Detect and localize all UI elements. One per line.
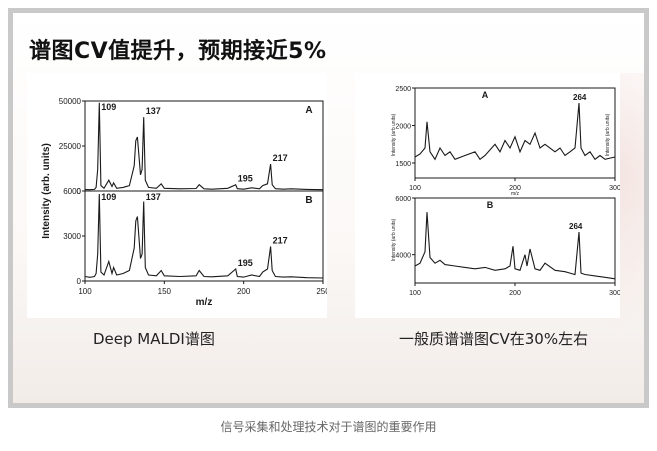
ordinary-b-y-axis-label: Intensity (arb units) — [391, 218, 397, 261]
ordinary-b-series-line — [414, 212, 616, 280]
ordinary-a-ytick-label: 2000 — [395, 124, 411, 131]
ordinary-b-group: 4000 6000 100 200 300 264 B — [395, 196, 621, 297]
deep-maldi-b-peak-label: 137 — [146, 192, 161, 202]
ordinary-b-xtick-label: 200 — [509, 290, 521, 297]
deep-maldi-y-axis-label: Intensity (arb. units) — [41, 143, 52, 239]
deep-maldi-a-axes-box — [84, 100, 324, 192]
ordinary-b-xtick-label: 300 — [609, 290, 620, 297]
ordinary-spectra-panel: 1500 2000 2500 100 200 300 264 A 4000 6000 100 200 3… — [355, 73, 621, 318]
caption-ordinary-spectra: 一般质谱谱图CV在30%左右 — [399, 330, 589, 348]
slide-title: 谱图CV值提升，预期接近5% — [29, 39, 327, 64]
ordinary-a-ytick-label: 1500 — [395, 161, 411, 168]
deep-maldi-b-ytick-label: 6000 — [63, 187, 81, 196]
ordinary-a-panel-letter: A — [482, 90, 489, 100]
ordinary-a-y-axis-label-right: Intensity (arb units) — [605, 113, 611, 156]
deep-maldi-b-xtick-label: 250 — [316, 287, 327, 296]
ordinary-a-series-line — [414, 102, 616, 161]
deep-maldi-spectra-chart: 0 25000 50000 109 137 195 217 A 0 3000 6000 100 150 2… — [41, 97, 330, 308]
ordinary-b-peak-label: 264 — [569, 222, 583, 231]
deep-maldi-b-peak-label: 109 — [101, 192, 116, 202]
deep-maldi-b-peak-label: 217 — [273, 236, 288, 246]
ordinary-spectra-chart: 1500 2000 2500 100 200 300 264 A 4000 6000 100 200 3… — [391, 86, 621, 297]
deep-maldi-b-xtick-label: 100 — [78, 287, 92, 296]
deep-maldi-x-axis-label: m/z — [196, 297, 213, 308]
ordinary-b-axes-box — [414, 197, 616, 284]
ordinary-a-ytick-label: 2500 — [395, 86, 411, 93]
ordinary-a-xtick-label: 100 — [409, 185, 421, 192]
deep-maldi-b-panel-letter: B — [305, 195, 312, 206]
ordinary-a-xtick-label: 300 — [609, 185, 620, 192]
ordinary-a-xtick-label: 200 — [509, 185, 521, 192]
ordinary-a-x-axis-label: m/z — [511, 191, 520, 197]
deep-maldi-a-series-line — [84, 102, 324, 191]
ordinary-b-ytick-label: 4000 — [395, 253, 411, 260]
ordinary-b-ytick-label: 6000 — [395, 196, 411, 203]
deep-maldi-a-peak-label: 195 — [238, 174, 253, 184]
ordinary-a-y-axis-label: Intensity (arb units) — [391, 113, 397, 156]
ordinary-b-panel-letter: B — [487, 200, 494, 210]
ordinary-a-group: 1500 2000 2500 100 200 300 264 A — [395, 86, 621, 192]
deep-maldi-b-ytick-label: 0 — [77, 277, 82, 286]
ordinary-a-peak-label: 264 — [573, 93, 587, 102]
deep-maldi-b-xtick-label: 200 — [237, 287, 251, 296]
deep-maldi-a-panel-letter: A — [305, 105, 312, 116]
deep-maldi-spectra-panel: 0 25000 50000 109 137 195 217 A 0 3000 6000 100 150 2… — [27, 73, 330, 318]
deep-maldi-a-peak-label: 109 — [101, 102, 116, 112]
image-frame: 谱图CV值提升，预期接近5% 0 25000 50000 109 137 195 217 A 0… — [8, 8, 649, 408]
deep-maldi-b-peak-label: 195 — [238, 258, 253, 268]
deep-maldi-b-xtick-label: 150 — [158, 287, 172, 296]
deep-maldi-a-group: 0 25000 50000 109 137 195 217 A — [59, 97, 324, 196]
caption-deep-maldi: Deep MALDI谱图 — [93, 330, 215, 348]
slide: 谱图CV值提升，预期接近5% 0 25000 50000 109 137 195 217 A 0… — [13, 13, 644, 403]
deep-maldi-a-ytick-label: 0 — [77, 187, 82, 196]
deep-maldi-b-ytick-label: 3000 — [63, 232, 81, 241]
deep-maldi-b-series-line — [84, 193, 324, 279]
ordinary-b-xtick-label: 100 — [409, 290, 421, 297]
image-footer-caption: 信号采集和处理技术对于谱图的重要作用 — [220, 420, 437, 434]
deep-maldi-a-peak-label: 137 — [146, 106, 161, 116]
deep-maldi-b-group: 0 3000 6000 100 150 200 250 109 137 195 217 B — [63, 187, 330, 296]
deep-maldi-a-peak-label: 217 — [273, 153, 288, 163]
deep-maldi-a-ytick-label: 25000 — [59, 142, 82, 151]
deep-maldi-a-ytick-label: 50000 — [59, 97, 82, 106]
